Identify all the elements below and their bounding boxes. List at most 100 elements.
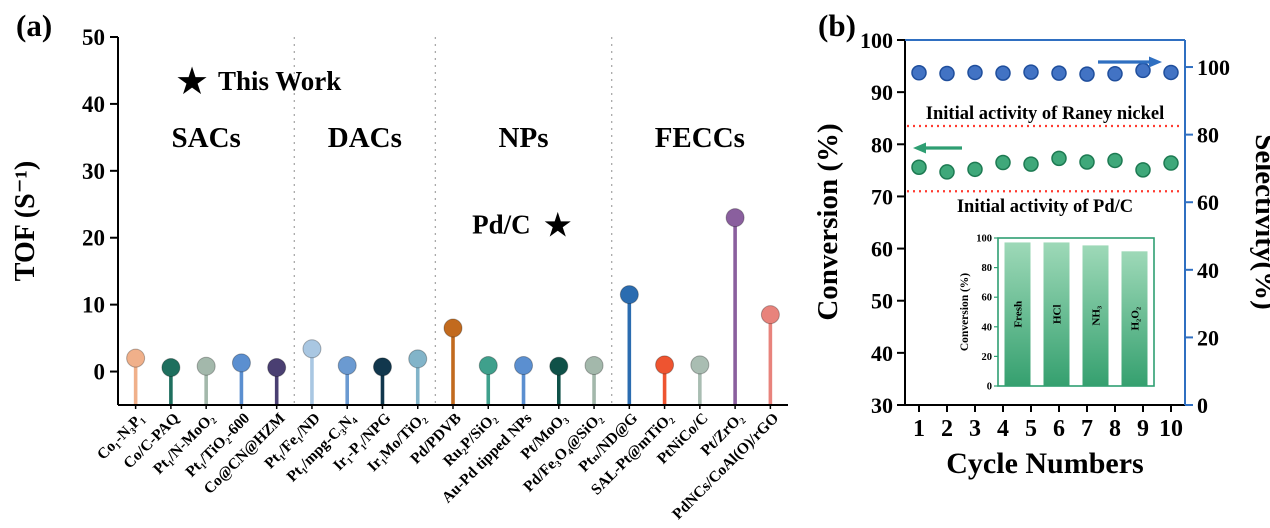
group-label: DACs [328,122,402,154]
selectivity-point [911,65,927,81]
inset-y-axis-title: Conversion (%) [959,273,971,351]
x-tick-label: 9 [1137,416,1149,442]
right-tick-label: 20 [1197,325,1219,350]
selectivity-point [1051,65,1067,81]
lollipop-ball [161,358,181,378]
y-tick-label: 20 [82,226,105,251]
inset-y-tick-label: 100 [976,234,992,245]
this-work-label: This Work [218,66,341,96]
panel-b-label: (b) [818,8,856,43]
left-tick-label: 90 [871,80,893,105]
right-axis-title: Selectivity(%) [1249,134,1270,310]
right-tick-label: 60 [1197,190,1219,215]
lollipop-ball [549,356,569,376]
y-tick-label: 10 [82,293,105,318]
left-tick-label: 100 [860,28,893,53]
lollipop-ball [231,353,251,373]
y-tick-label: 50 [82,25,105,50]
left-tick-label: 50 [871,289,893,314]
pdc-annotation-label: Pd/C [472,209,531,239]
x-tick-label: 1 [913,416,925,442]
lollipop-ball [725,208,745,228]
selectivity-point [967,64,983,81]
inset-y-tick-label: 80 [982,263,993,274]
selectivity-point [939,65,955,82]
group-label: FECCs [655,122,745,154]
y-tick-label: 40 [82,92,105,117]
lollipop-ball [478,356,498,376]
right-tick-label: 80 [1197,123,1219,148]
right-tick-label: 100 [1197,55,1230,80]
conversion-point [1163,155,1179,171]
inset-y-tick-label: 0 [987,382,992,393]
selectivity-point [1163,64,1179,81]
inset-y-tick-label: 40 [982,322,993,333]
lollipop-ball [514,356,534,376]
left-tick-label: 30 [871,393,893,418]
lollipop-ball [655,355,675,375]
inset-bar [1082,245,1109,386]
left-tick-label: 70 [871,184,893,209]
conversion-point [967,161,983,178]
x-tick-label: 8 [1109,416,1121,442]
lollipop-ball [619,285,639,305]
x-tick-label: 7 [1081,416,1093,442]
conversion-point [1107,152,1123,169]
conversion-point [939,164,955,180]
left-tick-label: 80 [871,132,893,157]
lollipop-ball [443,318,463,338]
this-work-star-icon: ★ [175,61,209,103]
lollipop-ball [408,349,428,369]
lollipop-ball [760,305,780,325]
inset-bar-label: Fresh [1013,301,1025,328]
x-tick-label: 10 [1159,416,1183,442]
left-axis-title: Conversion (%) [812,123,844,320]
x-tick-label: 6 [1053,416,1065,442]
y-tick-label: 30 [82,159,105,184]
x-axis-title: Cycle Numbers [946,447,1143,480]
conversion-point [1135,162,1151,178]
conversion-point [1051,150,1067,167]
left-tick-label: 60 [871,237,893,262]
y-tick-label: 0 [94,360,106,385]
panel-a-label: (a) [16,8,53,43]
selectivity-axis-arrow-head [1149,56,1162,68]
lollipop-ball [196,356,216,376]
selectivity-point [1023,64,1039,80]
pdc-star-icon: ★ [542,207,572,244]
inset-y-tick-label: 20 [982,352,993,363]
y-axis-title: TOF (S⁻¹) [10,161,41,281]
inset-bar [1121,251,1148,386]
conversion-point [1023,156,1039,172]
left-tick-label: 40 [871,341,893,366]
conversion-point [911,159,927,175]
selectivity-point [995,65,1011,81]
group-label: SACs [172,122,241,154]
selectivity-point [1107,66,1123,82]
group-label: NPs [499,122,549,154]
conversion-point [1079,154,1095,170]
lollipop-ball [337,356,357,376]
right-tick-label: 40 [1197,258,1219,283]
x-tick-label: 5 [1025,416,1037,442]
inset-bar-label: HCl [1052,304,1064,324]
inset-bar [1004,242,1031,386]
x-tick-label: 4 [997,416,1009,442]
selectivity-point [1079,66,1095,82]
inset-bar-label: H₂O₂ [1130,306,1142,330]
inset-y-tick-label: 60 [982,293,993,304]
reference-line-label: Initial activity of Raney nickel [926,104,1164,124]
reference-line-label: Initial activity of Pd/C [957,197,1133,217]
lollipop-ball [267,358,287,378]
conversion-axis-arrow-head [913,142,926,154]
lollipop-ball [302,339,322,359]
lollipop-ball [690,355,710,375]
right-tick-label: 0 [1197,393,1208,418]
inset-bar [1043,242,1070,386]
tof-lollipop-chart: SACs DACs NPs FECCs 0 10 20 30 40 50 TOF (S⁻¹) ★ Thi… [10,25,788,523]
inset-bar-label: NH₃ [1091,305,1103,326]
x-tick-label: 3 [969,416,981,442]
x-tick-label: 2 [941,416,953,442]
